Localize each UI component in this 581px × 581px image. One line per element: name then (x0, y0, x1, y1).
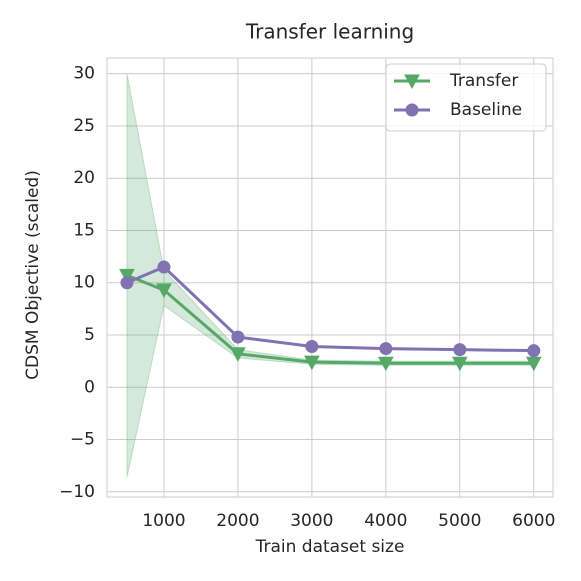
y-tick-label: −10 (59, 482, 95, 502)
point (527, 344, 541, 358)
point (157, 260, 171, 274)
point (525, 356, 542, 372)
point (378, 356, 394, 372)
y-tick-label: −5 (70, 430, 95, 450)
y-tick-label: 30 (73, 64, 95, 84)
x-tick-label: 1000 (142, 511, 185, 531)
y-tick-label: 25 (73, 116, 95, 136)
point (304, 355, 320, 371)
x-tick-label: 4000 (364, 511, 407, 531)
y-tick-label: 20 (73, 168, 95, 188)
legend-marker (404, 74, 420, 90)
x-tick-label: 2000 (216, 511, 259, 531)
legend-label: Transfer (449, 71, 518, 91)
point (120, 276, 134, 290)
point (119, 268, 135, 284)
point (305, 339, 319, 353)
point (231, 330, 245, 344)
y-tick-label: 0 (84, 377, 95, 397)
plot-frame (106, 57, 554, 498)
chart-title: Transfer learning (245, 20, 414, 44)
legend-label: Baseline (450, 100, 522, 120)
legend-marker (405, 103, 419, 117)
point (379, 342, 393, 356)
point (156, 283, 172, 299)
x-tick-label: 6000 (512, 511, 555, 531)
y-tick-label: 15 (73, 220, 95, 240)
x-tick-label: 3000 (290, 511, 333, 531)
y-tick-label: 10 (73, 273, 95, 293)
point (453, 343, 467, 357)
x-axis-label: Train dataset size (255, 537, 405, 557)
y-axis-label: CDSM Objective (scaled) (23, 170, 43, 380)
point (230, 347, 246, 362)
y-tick-label: 5 (84, 325, 95, 345)
point (451, 356, 468, 372)
x-tick-label: 5000 (438, 511, 481, 531)
